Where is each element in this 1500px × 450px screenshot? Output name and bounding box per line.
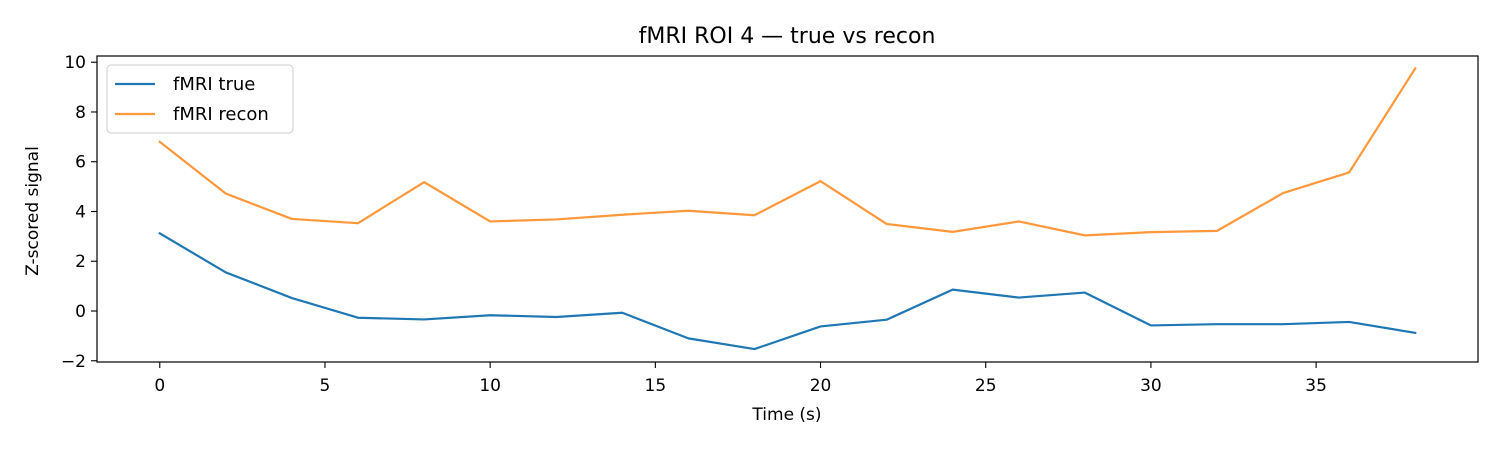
- x-axis-label: Time (s): [751, 405, 821, 425]
- axes-frame: [96, 55, 1479, 363]
- y-tick-label: 10: [64, 53, 86, 73]
- x-tick-label: 35: [1305, 376, 1327, 396]
- y-axis-label: Z-scored signal: [23, 146, 43, 276]
- legend-box: [106, 64, 294, 134]
- x-tick-label: 20: [810, 376, 832, 396]
- legend-label-1: fMRI true: [173, 74, 255, 95]
- y-tick-label: −2: [61, 352, 86, 372]
- chart-title: fMRI ROI 4 — true vs recon: [639, 24, 936, 49]
- y-tick-label: 8: [75, 103, 86, 123]
- x-tick-label: 30: [1140, 376, 1162, 396]
- x-tick-label: 25: [975, 376, 997, 396]
- x-tick-label: 0: [154, 376, 165, 396]
- x-tick-label: 10: [479, 376, 501, 396]
- series-line-2: [158, 66, 1417, 237]
- x-tick-label: 5: [320, 376, 331, 396]
- y-tick-label: 2: [75, 252, 86, 272]
- y-tick-label: 6: [75, 153, 86, 173]
- series-line-1: [158, 231, 1417, 351]
- y-tick-label: 4: [75, 202, 86, 222]
- x-tick-label: 15: [645, 376, 667, 396]
- y-tick-label: 0: [75, 302, 86, 322]
- plot-area: 0 5 10 15 20 25 30 35 −2 0 2 4 6 8 10 fMRI true fMRI rec…: [61, 53, 1479, 396]
- legend-label-2: fMRI recon: [173, 104, 269, 125]
